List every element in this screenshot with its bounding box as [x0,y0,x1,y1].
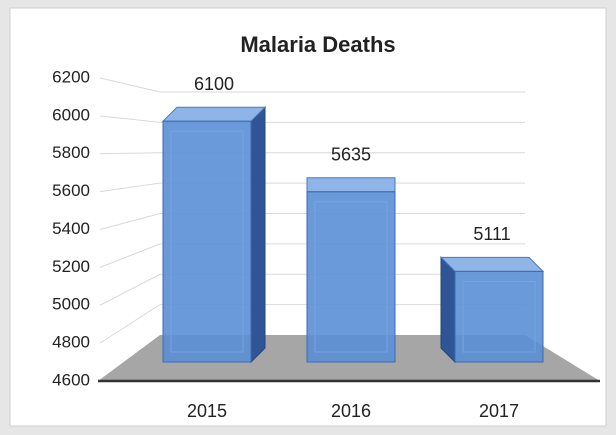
grid-line [99,213,525,230]
y-tick-label: 4800 [52,333,90,352]
bar-top [306,177,396,193]
grid-line [99,77,525,93]
x-tick-label: 2015 [187,401,227,421]
grid-line [99,152,525,155]
x-tick-label: 2017 [479,401,519,421]
y-tick-label: 5800 [52,143,90,162]
bar [439,256,545,364]
bar-side [440,256,456,364]
chart-title: Malaria Deaths [240,32,395,57]
bar-top [439,256,545,272]
bar-front [306,191,396,363]
bar-front [454,270,544,363]
y-tick-label: 4600 [52,370,90,389]
bar-inner [462,280,536,353]
bar-inner [314,201,388,353]
grid-line [99,304,525,344]
bar-side [250,105,266,364]
grid-line [99,273,525,306]
data-label: 5635 [331,145,371,165]
grid-line [99,182,525,193]
y-tick-label: 5600 [52,181,90,200]
y-tick-label: 5400 [52,219,90,238]
x-tick-label: 2016 [331,401,371,421]
y-tick-label: 6000 [52,105,90,124]
data-label: 6100 [194,74,234,94]
grid-line [99,115,525,123]
y-tick-label: 5200 [52,257,90,276]
grid-line [99,243,525,268]
bar-top [161,106,267,122]
y-tick-label: 5000 [52,295,90,314]
bar [306,177,396,363]
y-tick-label: 6200 [52,67,90,86]
bar-inner [170,130,244,353]
bar-front [162,120,252,363]
data-label: 5111 [473,224,510,244]
bar [161,105,267,364]
